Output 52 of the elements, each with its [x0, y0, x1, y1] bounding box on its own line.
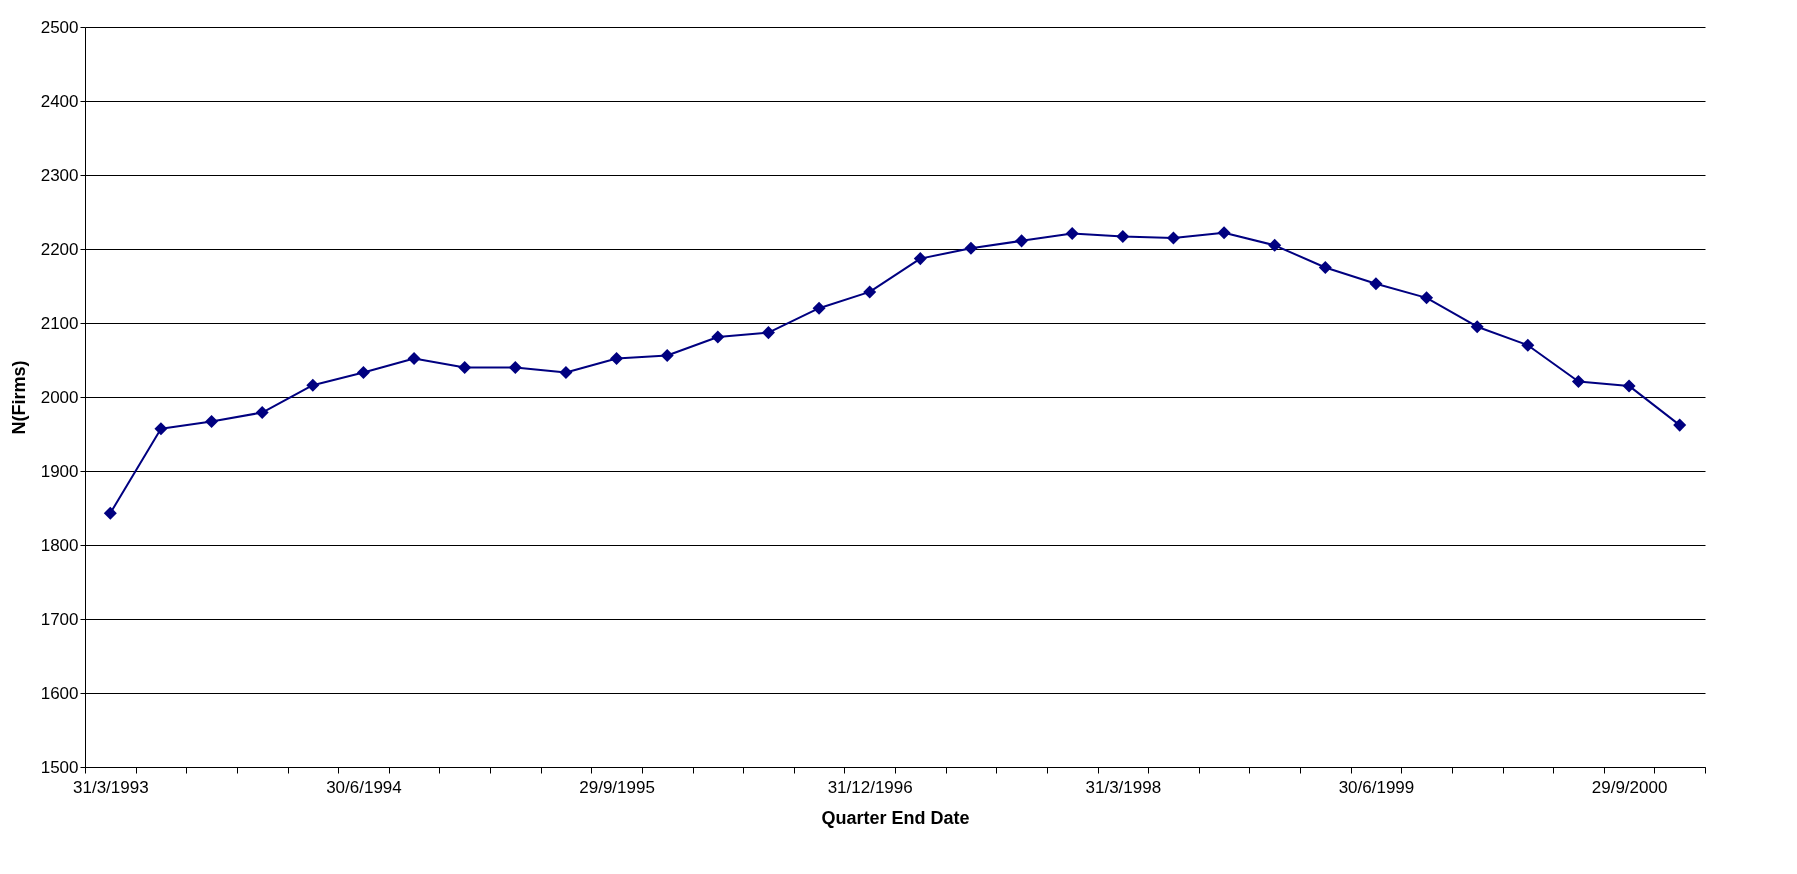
point — [508, 360, 522, 374]
point — [1622, 379, 1636, 393]
y-tick-label: 1800 — [40, 535, 79, 555]
point — [1015, 234, 1029, 248]
point — [1470, 320, 1484, 334]
point — [1166, 231, 1180, 245]
y-tick-label: 1600 — [40, 683, 79, 703]
point — [711, 330, 725, 344]
x-tick-label: 29/9/2000 — [1591, 777, 1668, 797]
point — [1065, 226, 1079, 240]
point — [1268, 238, 1282, 252]
point — [356, 366, 370, 380]
x-tick-label: 31/3/1993 — [72, 777, 149, 797]
point — [610, 352, 624, 366]
point — [255, 406, 269, 420]
x-axis-title: Quarter End Date — [821, 807, 970, 828]
x-tick-label: 31/12/1996 — [827, 777, 913, 797]
point — [1318, 260, 1332, 275]
point — [306, 378, 320, 392]
point — [154, 422, 168, 436]
point — [1369, 277, 1383, 291]
x-tick-label: 29/9/1995 — [579, 777, 655, 797]
point — [863, 285, 877, 299]
y-tick-label: 2300 — [40, 165, 79, 185]
point — [205, 414, 219, 428]
point — [559, 366, 573, 380]
point — [964, 241, 978, 255]
y-tick-label: 2000 — [40, 387, 79, 407]
point — [1420, 291, 1434, 305]
y-tick-label: 2400 — [40, 91, 79, 111]
y-axis-title: N(Firms) — [8, 360, 29, 435]
point — [407, 352, 421, 366]
point — [1673, 418, 1687, 432]
point — [1217, 226, 1231, 240]
y-tick-label: 2200 — [40, 239, 79, 259]
y-tick-label: 2500 — [40, 17, 79, 37]
y-tick-label: 1900 — [40, 461, 79, 481]
point — [1521, 338, 1535, 352]
y-tick-label: 1500 — [40, 757, 79, 777]
point — [1116, 229, 1130, 243]
point — [1571, 374, 1585, 388]
point — [812, 301, 826, 315]
x-tick-label: 30/6/1994 — [326, 777, 402, 797]
y-tick-label: 2100 — [40, 313, 79, 333]
point — [913, 252, 927, 266]
x-tick-label: 31/3/1998 — [1085, 777, 1162, 797]
point — [660, 349, 674, 363]
x-tick-label: 30/6/1999 — [1338, 777, 1415, 797]
y-tick-label: 1700 — [40, 609, 79, 629]
point — [458, 360, 472, 374]
point — [103, 506, 117, 520]
point — [761, 326, 775, 340]
